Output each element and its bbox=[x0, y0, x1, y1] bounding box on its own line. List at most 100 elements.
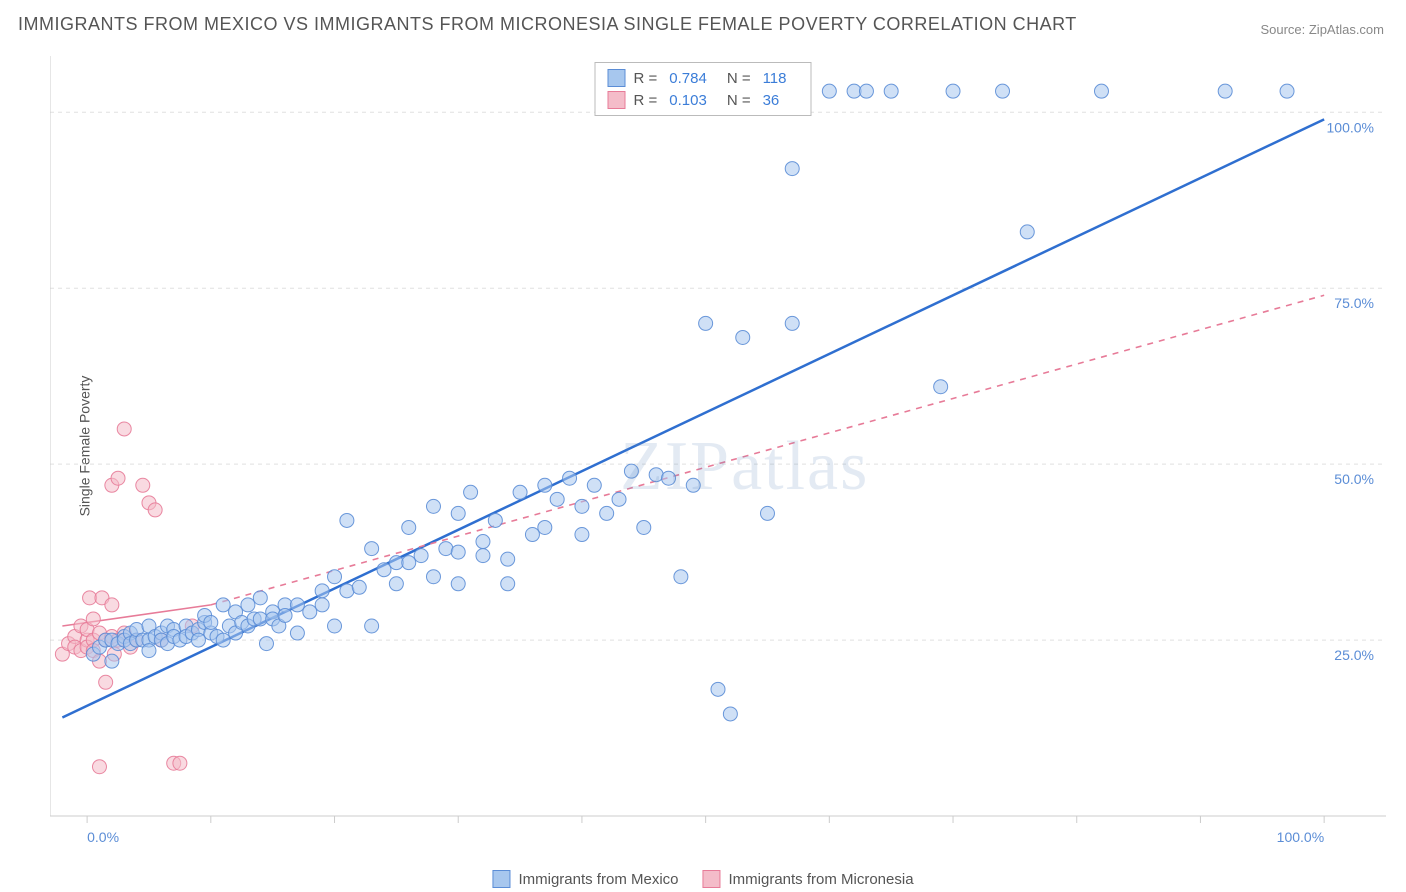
data-point bbox=[340, 513, 354, 527]
legend-n-label: N = bbox=[727, 92, 751, 109]
data-point bbox=[290, 626, 304, 640]
data-point bbox=[303, 605, 317, 619]
data-point bbox=[142, 644, 156, 658]
source-prefix: Source: bbox=[1260, 22, 1308, 37]
data-point bbox=[1094, 84, 1108, 98]
legend-series-item: Immigrants from Micronesia bbox=[702, 870, 913, 888]
data-point bbox=[402, 556, 416, 570]
data-point bbox=[575, 499, 589, 513]
data-point bbox=[674, 570, 688, 584]
data-point bbox=[136, 478, 150, 492]
data-point bbox=[488, 513, 502, 527]
data-point bbox=[637, 520, 651, 534]
legend-series-item: Immigrants from Mexico bbox=[492, 870, 678, 888]
data-point bbox=[340, 584, 354, 598]
source-link[interactable]: ZipAtlas.com bbox=[1309, 22, 1384, 37]
data-point bbox=[946, 84, 960, 98]
data-point bbox=[662, 471, 676, 485]
legend-r-value: 0.784 bbox=[669, 70, 707, 87]
data-point bbox=[451, 545, 465, 559]
y-tick-label: 25.0% bbox=[1334, 647, 1374, 663]
data-point bbox=[426, 499, 440, 513]
y-tick-label: 100.0% bbox=[1327, 119, 1374, 135]
data-point bbox=[352, 580, 366, 594]
legend-series-label: Immigrants from Mexico bbox=[518, 871, 678, 888]
data-point bbox=[328, 619, 342, 633]
data-point bbox=[216, 598, 230, 612]
data-point bbox=[550, 492, 564, 506]
data-point bbox=[315, 584, 329, 598]
legend-n-value: 118 bbox=[763, 70, 787, 87]
data-point bbox=[760, 506, 774, 520]
data-point bbox=[92, 760, 106, 774]
data-point bbox=[711, 682, 725, 696]
data-point bbox=[476, 535, 490, 549]
data-point bbox=[538, 520, 552, 534]
data-point bbox=[414, 549, 428, 563]
data-point bbox=[241, 598, 255, 612]
legend-swatch-icon bbox=[492, 870, 510, 888]
data-point bbox=[525, 528, 539, 542]
data-point bbox=[686, 478, 700, 492]
data-point bbox=[822, 84, 836, 98]
data-point bbox=[699, 316, 713, 330]
data-point bbox=[173, 756, 187, 770]
data-point bbox=[105, 654, 119, 668]
data-point bbox=[612, 492, 626, 506]
data-point bbox=[451, 506, 465, 520]
data-point bbox=[86, 612, 100, 626]
data-point bbox=[1218, 84, 1232, 98]
data-point bbox=[884, 84, 898, 98]
data-point bbox=[328, 570, 342, 584]
chart-container: IMMIGRANTS FROM MEXICO VS IMMIGRANTS FRO… bbox=[0, 0, 1406, 892]
data-point bbox=[253, 591, 267, 605]
data-point bbox=[389, 577, 403, 591]
data-point bbox=[377, 563, 391, 577]
y-tick-label: 50.0% bbox=[1334, 471, 1374, 487]
data-point bbox=[426, 570, 440, 584]
chart-title: IMMIGRANTS FROM MEXICO VS IMMIGRANTS FRO… bbox=[18, 14, 1077, 35]
data-point bbox=[278, 608, 292, 622]
data-point bbox=[216, 633, 230, 647]
legend-swatch-icon bbox=[608, 69, 626, 87]
data-point bbox=[1280, 84, 1294, 98]
data-point bbox=[148, 503, 162, 517]
legend-swatch-icon bbox=[608, 91, 626, 109]
plot-area: 25.0%50.0%75.0%100.0%0.0%100.0% ZIPatlas bbox=[50, 56, 1386, 846]
data-point bbox=[1020, 225, 1034, 239]
data-point bbox=[513, 485, 527, 499]
legend-r-label: R = bbox=[634, 70, 658, 87]
legend-stat-row: R = 0.784 N = 118 bbox=[608, 67, 799, 89]
data-point bbox=[996, 84, 1010, 98]
data-point bbox=[563, 471, 577, 485]
data-point bbox=[575, 528, 589, 542]
data-point bbox=[736, 330, 750, 344]
legend-n-value: 36 bbox=[763, 92, 780, 109]
data-point bbox=[105, 598, 119, 612]
data-point bbox=[402, 520, 416, 534]
legend-stat-row: R = 0.103 N = 36 bbox=[608, 89, 799, 111]
data-point bbox=[859, 84, 873, 98]
legend-r-value: 0.103 bbox=[669, 92, 707, 109]
y-tick-label: 75.0% bbox=[1334, 295, 1374, 311]
data-point bbox=[111, 471, 125, 485]
plot-svg: 25.0%50.0%75.0%100.0%0.0%100.0% bbox=[50, 56, 1386, 846]
data-point bbox=[365, 619, 379, 633]
data-point bbox=[587, 478, 601, 492]
data-point bbox=[259, 637, 273, 651]
data-point bbox=[649, 468, 663, 482]
data-point bbox=[451, 577, 465, 591]
series-legend: Immigrants from Mexico Immigrants from M… bbox=[492, 870, 913, 888]
legend-swatch-icon bbox=[702, 870, 720, 888]
data-point bbox=[501, 552, 515, 566]
legend-r-label: R = bbox=[634, 92, 658, 109]
x-tick-label: 0.0% bbox=[87, 829, 119, 845]
data-point bbox=[99, 675, 113, 689]
data-point bbox=[476, 549, 490, 563]
data-point bbox=[117, 422, 131, 436]
data-point bbox=[934, 380, 948, 394]
source-attribution: Source: ZipAtlas.com bbox=[1260, 22, 1384, 37]
data-point bbox=[439, 542, 453, 556]
data-point bbox=[464, 485, 478, 499]
data-point bbox=[723, 707, 737, 721]
